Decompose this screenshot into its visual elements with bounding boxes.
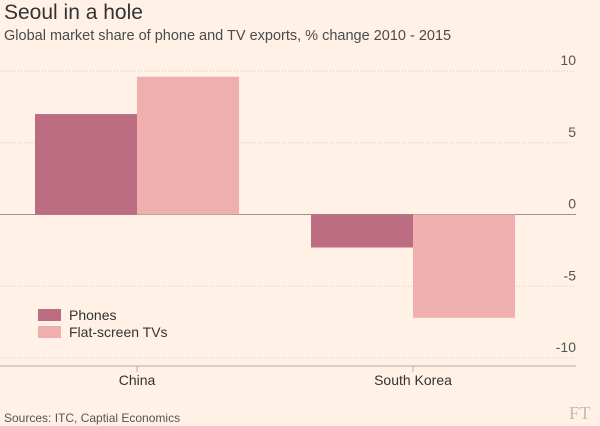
y-tick-label: 0	[568, 196, 576, 212]
chart-title: Seoul in a hole	[4, 1, 143, 24]
bar-flat-screen-tvs-china	[137, 76, 239, 215]
bar-phones-south-korea	[311, 214, 413, 248]
bar-phones-china	[35, 114, 137, 215]
chart-subtitle: Global market share of phone and TV expo…	[4, 28, 452, 44]
x-category-label: South Korea	[374, 372, 452, 388]
legend-label: Phones	[69, 307, 116, 323]
ft-logo: FT	[569, 403, 592, 423]
legend-swatch	[38, 326, 61, 338]
bars	[35, 76, 515, 318]
source-note: Sources: ITC, Captial Economics	[4, 411, 181, 425]
bar-flat-screen-tvs-south-korea	[413, 214, 515, 318]
y-tick-label: -10	[556, 339, 576, 355]
x-category-label: China	[119, 372, 156, 388]
legend-label: Flat-screen TVs	[69, 324, 168, 340]
y-tick-label: 5	[568, 124, 576, 140]
x-axis: China South Korea	[0, 365, 576, 388]
y-tick-label: 10	[560, 52, 576, 68]
y-axis-ticks: 10 5 0 -5 -10	[556, 52, 576, 355]
legend-swatch	[38, 309, 61, 321]
y-tick-label: -5	[564, 267, 577, 283]
